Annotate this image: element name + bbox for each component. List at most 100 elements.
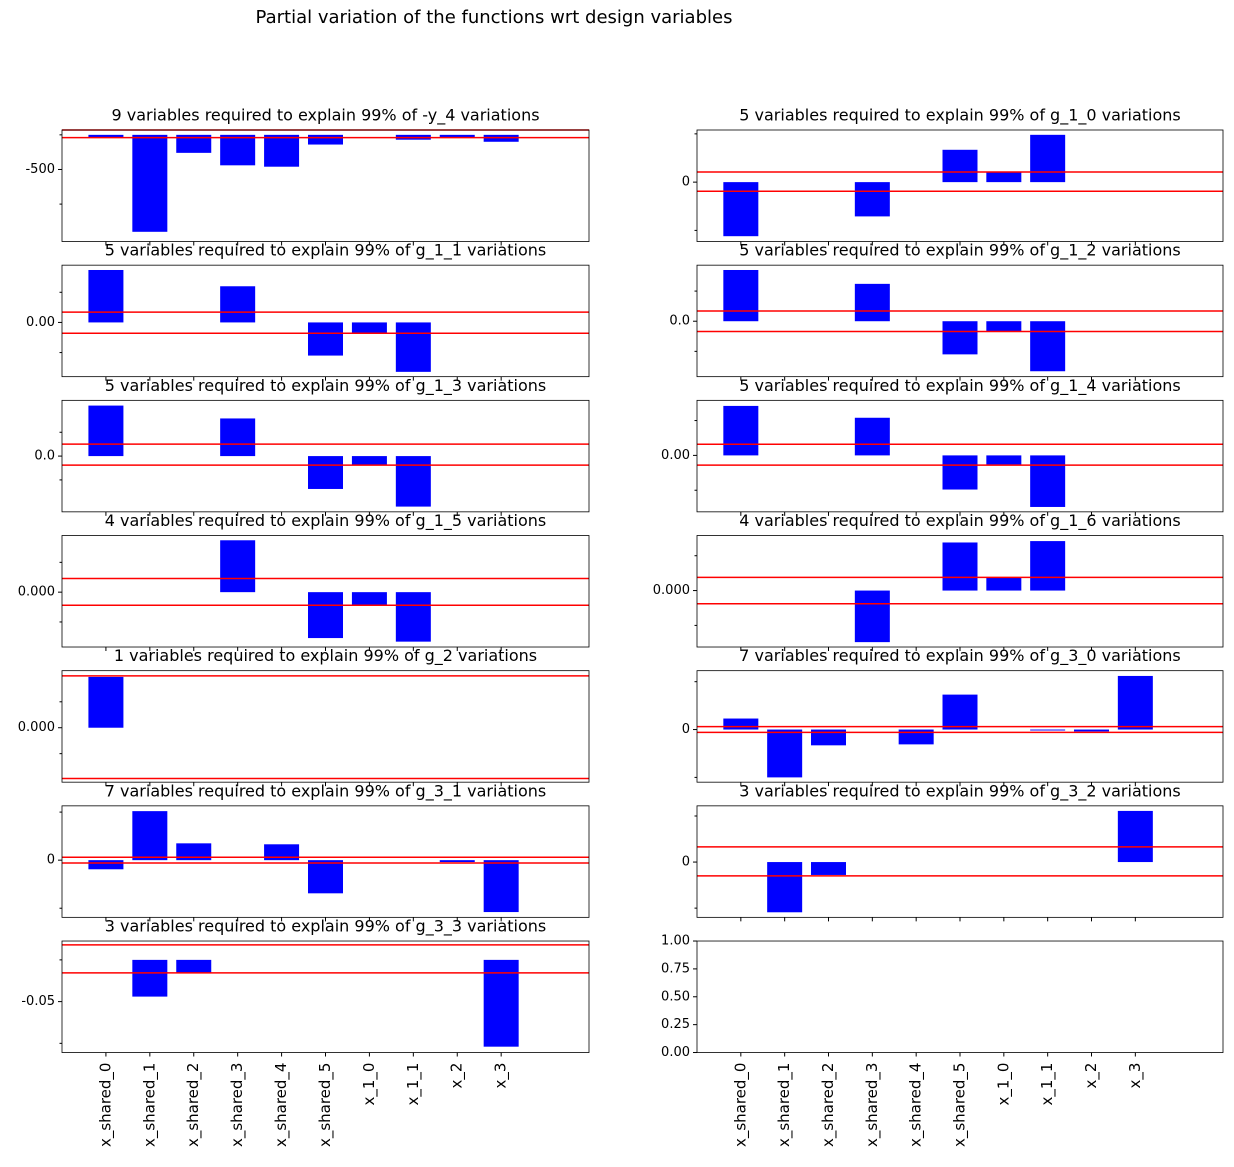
figure-title: Partial variation of the functions wrt d…	[256, 7, 733, 28]
x-tick-label: x_shared_4	[272, 1063, 291, 1148]
y-tick-label: 0.00	[26, 315, 55, 330]
bar	[439, 134, 475, 138]
bar	[308, 134, 343, 145]
x-tick-label: x_2	[448, 1063, 467, 1089]
bar	[395, 322, 431, 372]
axes-frame	[61, 805, 590, 918]
bar	[220, 286, 256, 323]
panel-title: 7 variables required to explain 99% of g…	[739, 646, 1180, 666]
x-tick-label: x_shared_2	[819, 1063, 838, 1148]
bar	[220, 540, 256, 593]
bar	[483, 959, 519, 1047]
bar	[483, 860, 519, 913]
axes-frame	[61, 264, 590, 378]
panel-title: 4 variables required to explain 99% of g…	[739, 511, 1180, 531]
bar	[88, 676, 124, 728]
x-tick-label: x_1_1	[404, 1063, 423, 1106]
x-tick-label: x_3	[492, 1063, 511, 1089]
x-tick-label: x_shared_4	[907, 1063, 926, 1148]
panel-title: 3 variables required to explain 99% of g…	[105, 917, 546, 937]
bar	[986, 577, 1022, 591]
bar	[395, 592, 431, 642]
panel-title: 5 variables required to explain 99% of g…	[739, 106, 1180, 126]
y-tick-label: 0.0	[669, 314, 690, 329]
bar	[723, 269, 759, 322]
x-tick-label: x_1_1	[1038, 1063, 1057, 1106]
y-tick-label: 0	[47, 853, 55, 868]
axes-frame	[696, 535, 1224, 648]
y-tick-label: 0.75	[661, 961, 690, 976]
y-tick-label: 0.000	[18, 585, 55, 600]
bar	[811, 729, 846, 746]
y-tick-label: 0	[682, 722, 690, 737]
bar	[986, 321, 1022, 332]
bar	[351, 456, 387, 466]
panel-title: 5 variables required to explain 99% of g…	[739, 376, 1180, 396]
bar	[1117, 810, 1153, 863]
panel-title: 7 variables required to explain 99% of g…	[105, 781, 546, 801]
bar	[88, 134, 124, 138]
axes-frame	[696, 940, 1224, 1053]
y-tick-label: 0	[682, 855, 690, 870]
axes-frame	[61, 670, 590, 783]
bar	[176, 134, 212, 153]
panel-title: 9 variables required to explain 99% of -…	[111, 106, 539, 126]
bar	[942, 455, 978, 490]
panel-title: 3 variables required to explain 99% of g…	[739, 781, 1180, 801]
bar	[986, 455, 1022, 465]
bar	[220, 418, 256, 457]
y-tick-label: 0.000	[653, 583, 690, 598]
axes-frame	[61, 399, 590, 513]
bar	[898, 729, 934, 745]
bar	[88, 405, 124, 457]
x-tick-label: x_1_0	[360, 1063, 379, 1106]
x-tick-label: x_shared_1	[140, 1063, 159, 1148]
bar	[723, 405, 759, 456]
axes-frame	[61, 940, 590, 1053]
axes-frame	[696, 399, 1224, 513]
x-tick-label: x_shared_0	[731, 1063, 750, 1148]
panel-title: 4 variables required to explain 99% of g…	[105, 511, 546, 531]
y-tick-label: 0.50	[661, 989, 690, 1004]
bar	[88, 860, 124, 870]
x-tick-label: x_shared_3	[863, 1063, 882, 1148]
bar	[1117, 675, 1153, 730]
bar	[132, 811, 168, 861]
axes-frame	[696, 264, 1224, 378]
panel-title: 5 variables required to explain 99% of g…	[105, 376, 546, 396]
bar	[1030, 541, 1066, 591]
bar	[1030, 321, 1066, 372]
bar	[264, 134, 300, 167]
y-tick-label: 0.000	[18, 720, 55, 735]
bar	[942, 321, 978, 355]
bar	[132, 959, 168, 997]
y-tick-label: -500	[25, 162, 55, 177]
panel-title: 1 variables required to explain 99% of g…	[114, 646, 537, 666]
y-tick-label: 0.25	[661, 1017, 690, 1032]
x-tick-label: x_shared_1	[775, 1063, 794, 1148]
bar	[1030, 729, 1066, 731]
axes-frame	[696, 670, 1224, 783]
x-tick-label: x_3	[1126, 1063, 1145, 1089]
axes-frame	[61, 535, 590, 648]
bar	[723, 182, 759, 237]
bar	[351, 592, 387, 606]
bar	[854, 182, 890, 217]
bar	[811, 862, 846, 875]
bar	[854, 417, 890, 456]
bar	[351, 322, 387, 333]
panel-title: 5 variables required to explain 99% of g…	[739, 241, 1180, 261]
bar	[1074, 729, 1109, 732]
bar	[1030, 455, 1066, 507]
bar	[942, 694, 978, 730]
x-tick-label: x_shared_0	[96, 1063, 115, 1148]
y-tick-label: 0	[682, 175, 690, 190]
bar	[176, 959, 212, 973]
bar	[439, 860, 475, 863]
y-tick-label: 0.00	[661, 448, 690, 463]
axes-frame	[61, 129, 590, 242]
bar	[132, 134, 168, 232]
y-tick-label: -0.05	[21, 994, 55, 1009]
x-tick-label: x_2	[1082, 1063, 1101, 1089]
x-tick-label: x_shared_5	[951, 1063, 970, 1148]
